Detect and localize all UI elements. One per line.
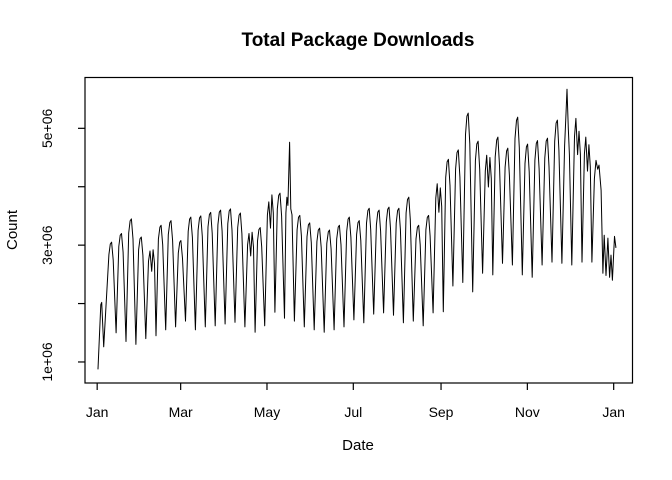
downloads-line-series [97,88,617,370]
x-tick-label: Jul [344,404,362,420]
y-tick-label: 1e+06 [39,342,55,382]
y-axis-title: Count [4,209,21,250]
x-tick-label: Sep [429,404,454,420]
x-tick-label: Mar [169,404,193,420]
x-tick-label: Jan [602,404,625,420]
plot-box [84,76,634,384]
x-axis-title: Date [342,437,374,454]
y-tick-label: 3e+06 [39,225,55,265]
chart-title: Total Package Downloads [242,30,475,51]
plot-area: Jan Mar May Jul Sep Nov Jan 1e+06 3e+06 5e+06 [39,76,634,420]
x-tick-label: May [254,404,280,420]
x-tick-label: Jan [86,404,109,420]
x-tick-label: Nov [515,404,540,420]
y-tick-label: 5e+06 [39,108,55,148]
